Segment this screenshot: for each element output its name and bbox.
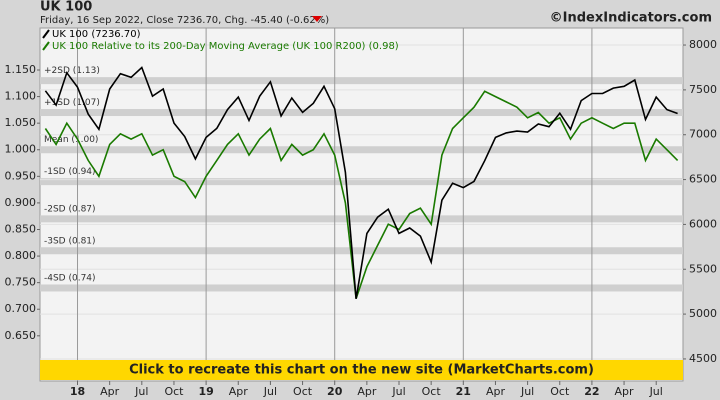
x-tick-label: Oct: [422, 385, 442, 398]
source: ©IndexIndicators.com: [550, 11, 712, 26]
y-tick-label: 1.000: [5, 143, 37, 156]
sd-band-label: +2SD (1.13): [44, 66, 100, 76]
sd-band: [40, 247, 683, 255]
sd-band: [40, 146, 683, 154]
x-tick-label: Oct: [164, 385, 184, 398]
banner-text[interactable]: Click to recreate this chart on the new …: [129, 363, 594, 378]
sd-band: [40, 77, 683, 85]
sd-band: [40, 109, 683, 117]
y-tick-label: 0.650: [5, 329, 37, 342]
y-tick-label: 0.750: [5, 276, 37, 289]
y-tick-label: 0.950: [5, 169, 37, 182]
x-tick-label: Jul: [520, 385, 534, 398]
y-tick-label: 1.150: [5, 63, 37, 76]
series-line: [44, 66, 678, 299]
y-tick-label: 0.900: [5, 196, 37, 209]
down-arrow: [312, 16, 322, 22]
y-tick-label: 0.700: [5, 302, 37, 315]
chart-subtitle: Friday, 16 Sep 2022, Close 7236.70, Chg.…: [40, 15, 329, 26]
y-tick-label: 1.100: [5, 90, 37, 103]
x-tick-label: 18: [70, 385, 85, 398]
chart-title: UK 100: [40, 0, 92, 15]
y2-tick-label: 6500: [689, 173, 717, 186]
x-tick-label: Jul: [391, 385, 405, 398]
x-tick-label: Apr: [615, 385, 635, 398]
legend-label: UK 100 (7236.70): [52, 29, 141, 40]
x-tick-label: 19: [198, 385, 213, 398]
y-tick-label: 1.050: [5, 116, 37, 129]
x-tick-label: Jul: [649, 385, 663, 398]
sd-band-label: +1SD (1.07): [44, 98, 100, 108]
legend-swatch: [42, 29, 50, 39]
x-tick-label: Apr: [357, 385, 377, 398]
sd-band-label: -3SD (0.81): [44, 236, 96, 246]
series-line: [44, 90, 679, 299]
y-tick-label: 0.850: [5, 222, 37, 235]
x-tick-label: 22: [584, 385, 599, 398]
y2-tick-label: 7000: [689, 128, 717, 141]
x-tick-label: Jul: [134, 385, 148, 398]
sd-band: [40, 178, 683, 186]
x-tick-label: Oct: [550, 385, 570, 398]
y-tick-label: 0.800: [5, 249, 37, 262]
x-tick-label: Oct: [293, 385, 313, 398]
sd-band-label: -1SD (0.94): [44, 167, 96, 177]
sd-band-label: -2SD (0.87): [44, 204, 96, 214]
sd-band: [40, 284, 683, 292]
y2-tick-label: 8000: [689, 38, 717, 51]
y2-tick-label: 5500: [689, 262, 717, 275]
sd-band-label: Mean (1.00): [44, 135, 98, 145]
x-tick-label: Apr: [486, 385, 506, 398]
x-tick-label: 21: [456, 385, 471, 398]
y2-tick-label: 5000: [689, 307, 717, 320]
x-tick-label: Apr: [100, 385, 120, 398]
x-tick-label: Jul: [263, 385, 277, 398]
legend-swatch: [42, 41, 50, 51]
x-tick-label: Apr: [229, 385, 249, 398]
banner[interactable]: [40, 360, 683, 380]
legend-label: UK 100 Relative to its 200-Day Moving Av…: [52, 41, 399, 52]
y2-tick-label: 7500: [689, 83, 717, 96]
plot-area: [39, 27, 684, 382]
y2-tick-label: 4500: [689, 352, 717, 365]
y2-tick-label: 6000: [689, 217, 717, 230]
sd-band: [40, 215, 683, 223]
x-tick-label: 20: [327, 385, 343, 398]
sd-band-label: -4SD (0.74): [44, 273, 96, 283]
